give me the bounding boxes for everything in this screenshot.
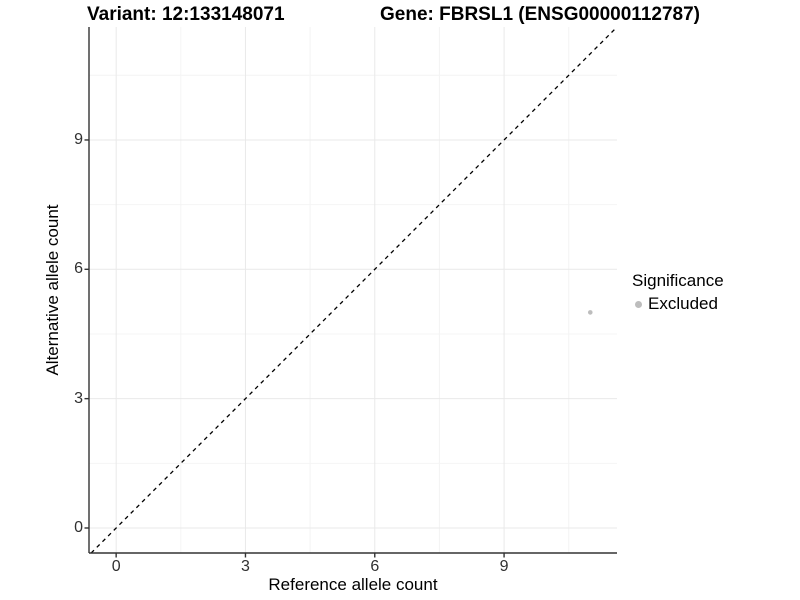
x-axis-title: Reference allele count <box>268 575 438 594</box>
x-tick-label: 6 <box>370 558 380 575</box>
gene-title: Gene: FBRSL1 (ENSG00000112787) <box>380 4 700 25</box>
x-tick-label: 3 <box>241 558 250 575</box>
identity-dashed-line <box>90 26 618 554</box>
legend-point-icon <box>635 300 642 308</box>
data-point <box>587 310 593 315</box>
x-tick-label: 9 <box>499 558 509 575</box>
y-tick-label: 0 <box>74 518 83 536</box>
legend: Significance Excluded <box>630 271 724 314</box>
legend-title: Significance <box>632 271 724 290</box>
variant-title: Variant: 12:133148071 <box>87 4 285 25</box>
x-tick-label: 0 <box>111 558 121 575</box>
y-tick-label: 9 <box>74 130 83 148</box>
legend-item-label: Excluded <box>648 294 718 313</box>
y-tick-label: 6 <box>74 260 83 278</box>
y-tick-label: 3 <box>74 389 83 407</box>
legend-item-excluded: Excluded <box>630 294 724 314</box>
